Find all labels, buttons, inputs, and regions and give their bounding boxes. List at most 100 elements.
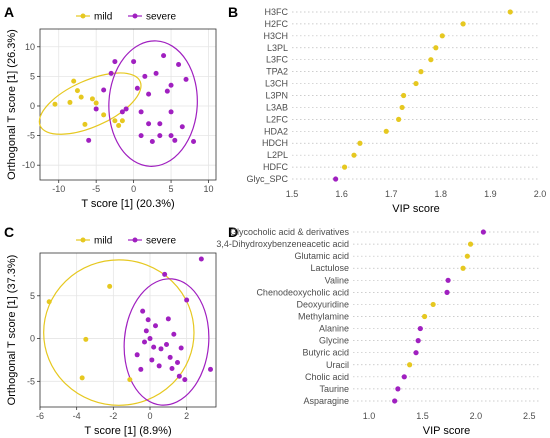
vip-point [401, 374, 407, 380]
data-point-mild [119, 118, 125, 124]
category-label: H3CH [263, 31, 288, 41]
data-point-severe [169, 366, 175, 371]
panel-label-a: A [4, 4, 14, 20]
category-label: H3FC [264, 7, 288, 17]
legend-label-severe: severe [146, 236, 176, 247]
data-point-mild [101, 112, 107, 118]
vip-point [407, 362, 413, 368]
x-tick-label: 0 [147, 411, 152, 421]
category-label: 3,4-Dihydroxybenzeneacetic acid [216, 239, 349, 249]
category-label: L3FC [266, 55, 289, 65]
category-label: L3PN [265, 91, 288, 101]
data-point-severe [153, 323, 158, 329]
data-point-severe [198, 256, 204, 262]
category-label: HDFC [263, 162, 288, 172]
data-point-severe [158, 346, 164, 352]
data-point-severe [134, 85, 140, 91]
data-point-severe [146, 91, 152, 97]
category-label: Alanine [319, 324, 349, 334]
x-tick-label: -2 [109, 411, 117, 421]
data-point-severe [164, 342, 169, 348]
confidence-ellipse-mild [38, 72, 142, 135]
vip-point [351, 152, 357, 158]
data-point-severe [157, 121, 163, 127]
legend-key-point-mild [80, 13, 86, 19]
data-point-severe [208, 366, 213, 372]
vip-point [418, 69, 424, 75]
data-point-mild [89, 96, 95, 102]
vip-point [460, 21, 466, 27]
confidence-ellipse-severe [123, 278, 210, 406]
data-point-mild [74, 88, 80, 94]
x-axis-title: T score [1] (8.9%) [84, 425, 171, 437]
vip-point [460, 265, 466, 271]
vip-point [467, 241, 474, 247]
data-point-severe [149, 139, 155, 145]
category-label: Valine [325, 275, 349, 285]
data-point-severe [134, 352, 140, 358]
panel-label-c: C [4, 224, 14, 240]
data-point-mild [83, 336, 89, 342]
vip-point [421, 313, 428, 320]
category-label: HDCH [262, 138, 288, 148]
vip-point [428, 57, 434, 63]
data-point-severe [172, 137, 178, 143]
category-label: Taurine [319, 384, 349, 394]
data-point-severe [175, 360, 180, 366]
x-tick-label: 10 [204, 184, 214, 194]
data-point-mild [46, 299, 52, 305]
data-point-severe [161, 53, 167, 59]
data-point-severe [168, 109, 174, 115]
vip-point [507, 9, 513, 15]
x-tick-label: 2.0 [534, 189, 547, 199]
data-point-severe [162, 271, 168, 277]
x-tick-label: 1.0 [363, 411, 376, 421]
data-point-mild [67, 99, 73, 105]
data-point-severe [131, 59, 137, 65]
y-axis-title: Orthogonal T score [1] (26.3%) [6, 29, 18, 180]
vip-point [445, 277, 451, 283]
data-point-mild [127, 377, 133, 383]
category-label: L2FC [266, 114, 289, 124]
y-tick-label: 10 [25, 42, 35, 52]
y-tick-label: -5 [27, 376, 35, 386]
data-point-severe [168, 82, 174, 88]
plot-border [39, 28, 217, 181]
vip-point [333, 176, 339, 182]
y-tick-label: -5 [27, 131, 35, 141]
data-point-severe [119, 109, 125, 115]
category-label: Glutamic acid [294, 251, 349, 261]
panel-label-d: D [228, 224, 238, 240]
y-tick-label: 0 [30, 101, 35, 111]
data-point-severe [145, 317, 151, 323]
data-point-mild [79, 375, 85, 381]
data-point-mild [82, 121, 88, 127]
vip-point [392, 398, 398, 404]
vip-point [415, 338, 421, 344]
vip-point [439, 33, 445, 39]
data-point-severe [153, 70, 159, 76]
data-point-severe [165, 316, 171, 322]
x-tick-label: 1.8 [435, 189, 448, 199]
chart-c: -6 -4 -2 0 2 -5 0 5 T score [1] (8.9%) Orthogonal… [6, 236, 217, 437]
data-point-severe [178, 345, 184, 351]
data-point-mild [71, 78, 77, 84]
legend-key-point-severe [132, 13, 138, 19]
x-tick-label: 2.5 [523, 411, 536, 421]
data-point-severe [143, 328, 149, 334]
data-point-mild [93, 100, 99, 106]
vip-point [417, 325, 423, 332]
data-point-mild [52, 101, 58, 107]
data-point-severe [179, 124, 185, 130]
vip-point [430, 301, 436, 308]
x-tick-label: 1.6 [335, 189, 348, 199]
x-tick-label: 1.5 [416, 411, 429, 421]
vip-point [341, 164, 348, 170]
data-point-severe [183, 76, 189, 82]
data-point-severe [167, 354, 173, 360]
category-label: Uracil [326, 360, 349, 370]
x-tick-label: 5 [169, 184, 174, 194]
category-label: HDA2 [264, 126, 288, 136]
